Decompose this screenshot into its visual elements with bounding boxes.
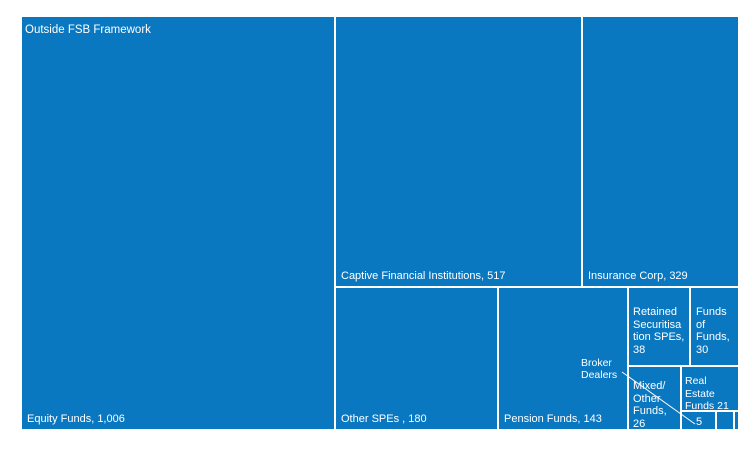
tile-funds-of-funds: Funds of Funds, 30: [690, 287, 739, 366]
tile-mixed-other-funds-label: Mixed/ Other Funds, 26: [633, 380, 667, 430]
tile-retained-securitisation-spes: Retained Securitisa tion SPEs, 38: [628, 287, 690, 366]
tile-mixed-other-funds: Mixed/ Other Funds, 26: [628, 366, 681, 430]
tile-pension-funds: Pension Funds, 143: [498, 287, 628, 430]
tile-small-unlabeled-2: [734, 411, 739, 430]
tile-other-spes-label: Other SPEs , 180: [341, 412, 427, 425]
broker-dealers-callout: Broker Dealers: [581, 357, 618, 381]
tile-small-unlabeled-1: [716, 411, 734, 430]
tile-funds-of-funds-label: Funds of Funds, 30: [696, 306, 730, 356]
tile-insurance-corp-label: Insurance Corp, 329: [588, 269, 688, 282]
tile-broker-dealers: 5: [681, 411, 716, 430]
tile-broker-dealers-label: 5: [696, 416, 703, 428]
group-title: Outside FSB Framework: [25, 24, 151, 36]
tile-equity-funds: Equity Funds, 1,006: [21, 16, 335, 430]
tile-captive-financial-institutions: Captive Financial Institutions, 517: [335, 16, 582, 287]
tile-real-estate-funds-label: Real Estate Funds 21: [685, 375, 729, 412]
tile-captive-financial-institutions-label: Captive Financial Institutions, 517: [341, 269, 506, 282]
tile-equity-funds-label: Equity Funds, 1,006: [27, 412, 125, 425]
tile-retained-securitisation-spes-label: Retained Securitisa tion SPEs, 38: [633, 306, 685, 356]
tile-insurance-corp: Insurance Corp, 329: [582, 16, 739, 287]
tile-other-spes: Other SPEs , 180: [335, 287, 498, 430]
tile-pension-funds-label: Pension Funds, 143: [504, 412, 602, 425]
tile-real-estate-funds: Real Estate Funds 21: [681, 366, 739, 412]
